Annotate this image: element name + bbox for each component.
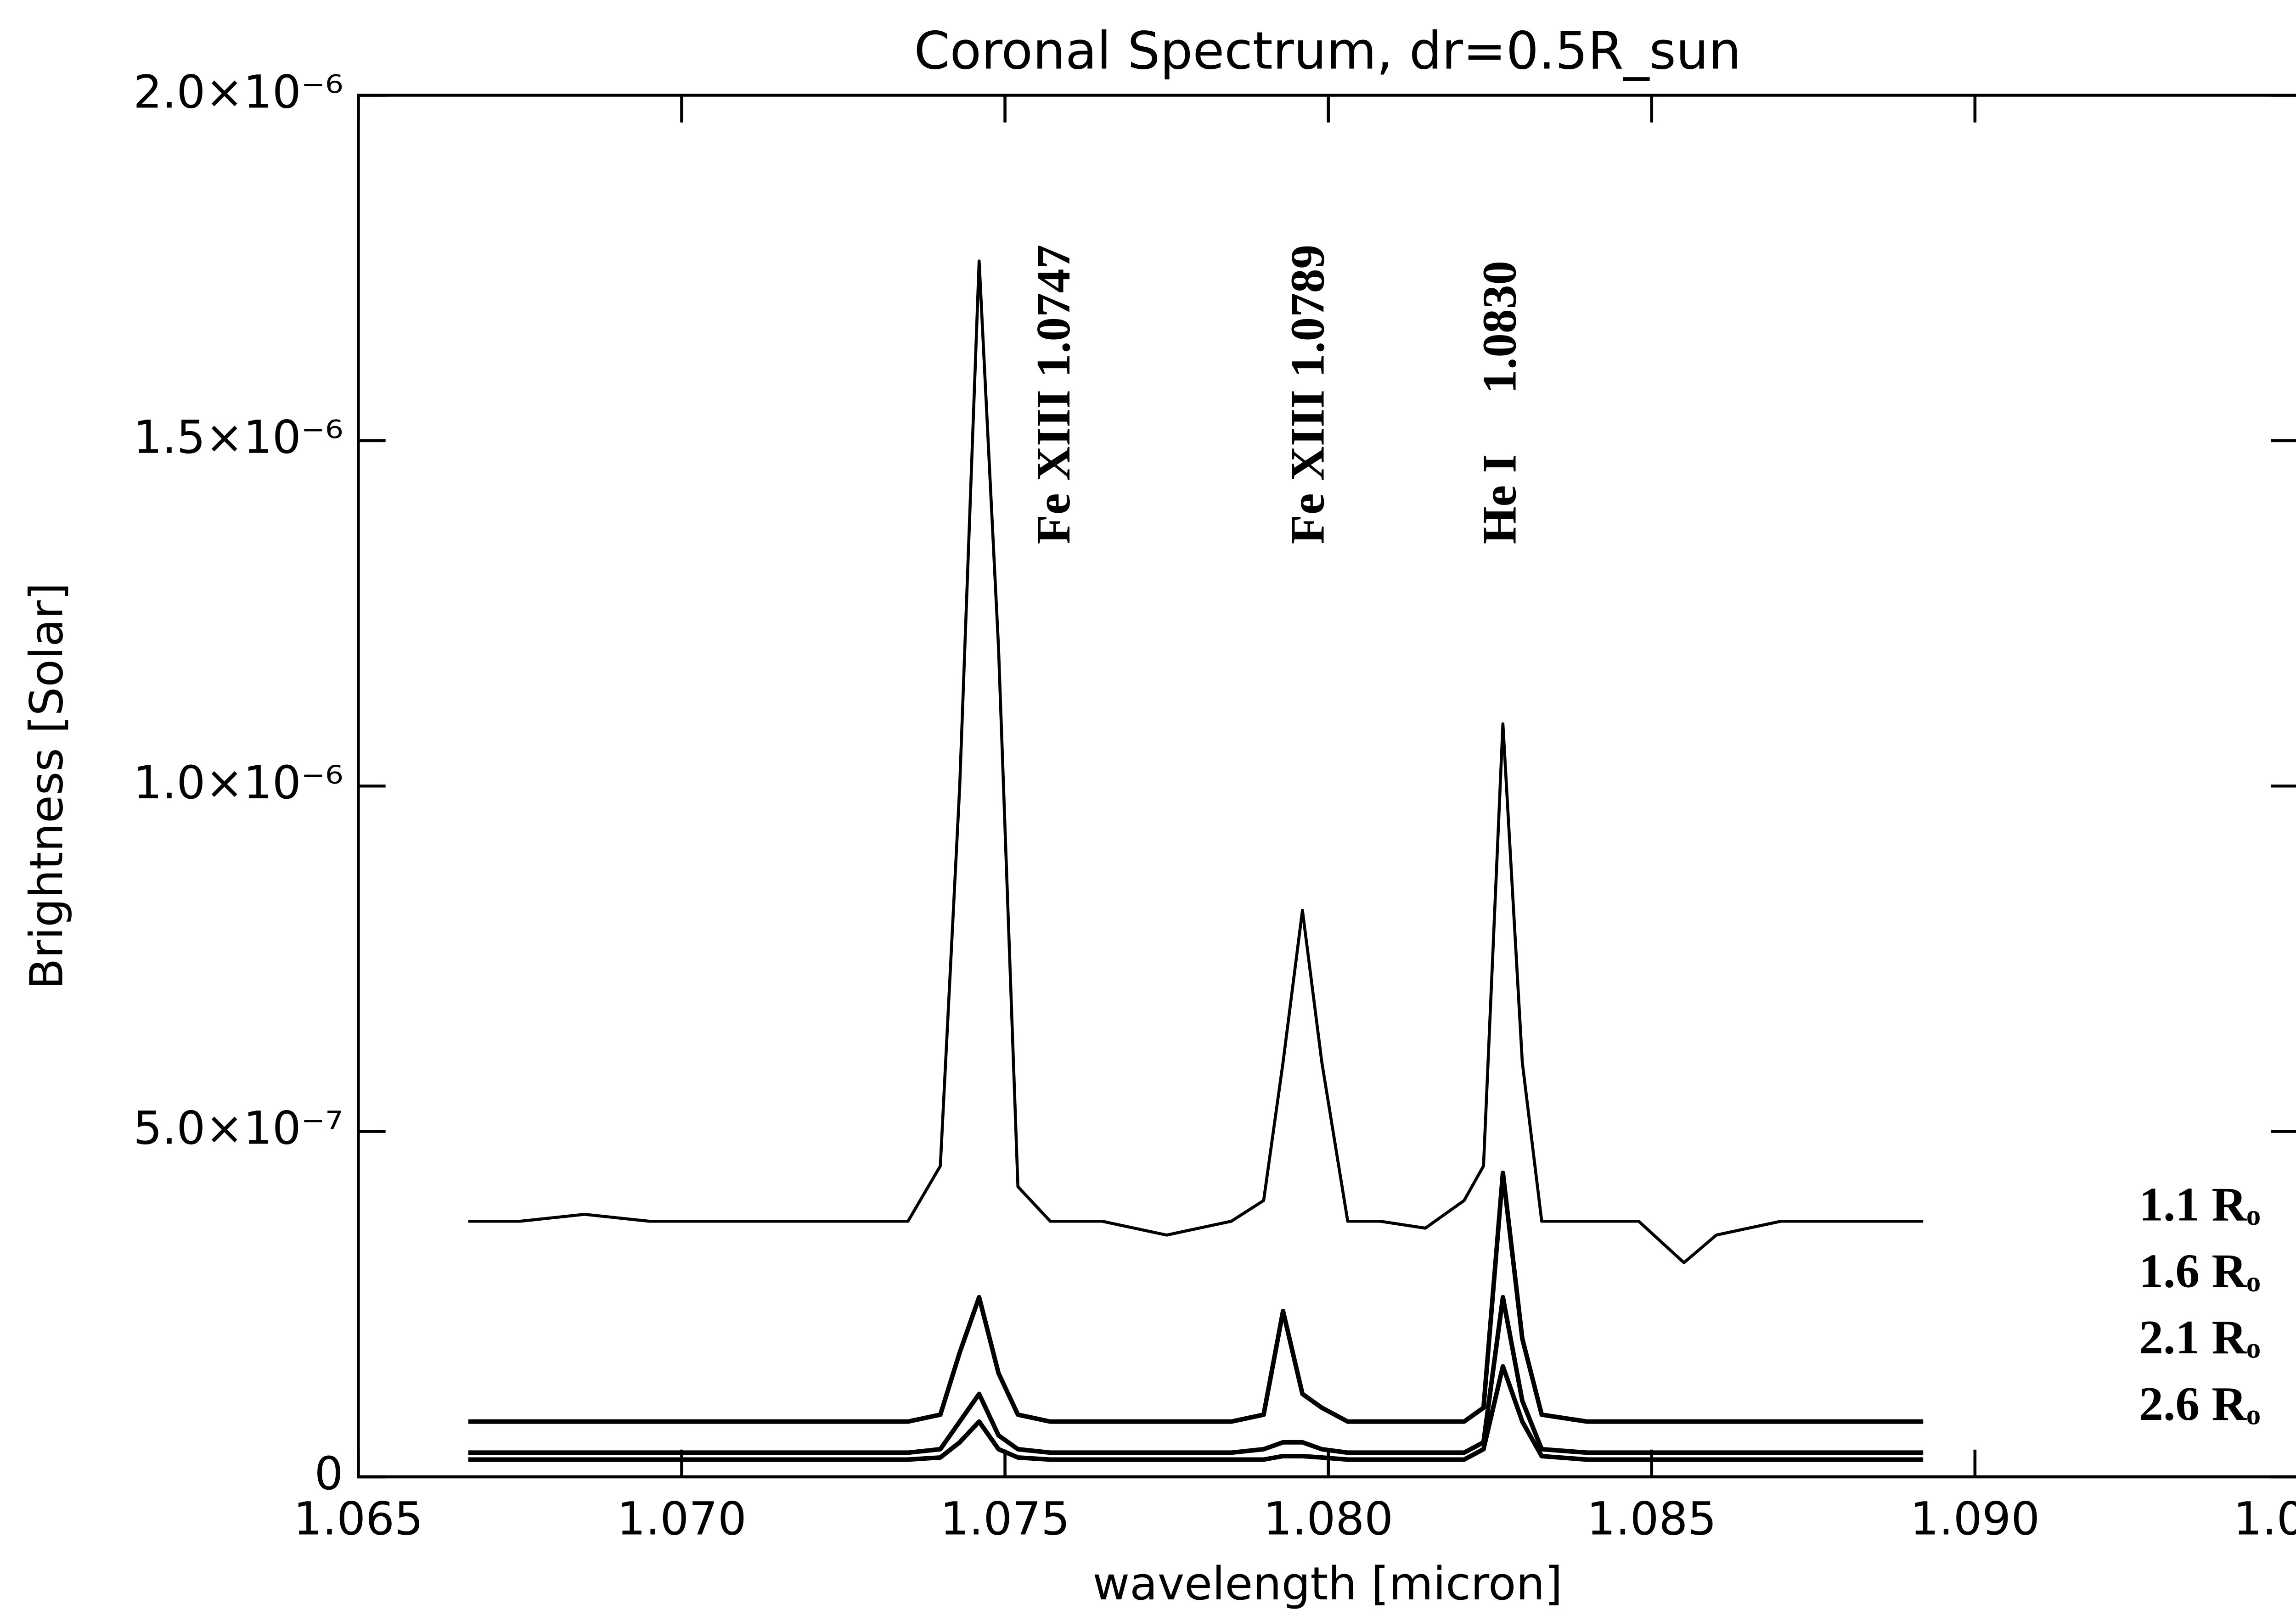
legend-label: 1.6 Rₒ: [2139, 1244, 2260, 1297]
y-tick-label: 0: [315, 1447, 343, 1500]
series-line: [468, 1364, 1924, 1462]
x-tick-label: 1.095: [2234, 1493, 2296, 1546]
x-tick-label: 1.080: [1263, 1493, 1393, 1546]
legend-label: 2.6 Rₒ: [2139, 1377, 2260, 1430]
y-tick-label: 1.5×10⁻⁶: [133, 411, 343, 464]
x-tick-label: 1.070: [617, 1493, 747, 1546]
chart-title: Coronal Spectrum, dr=0.5R_sun: [914, 21, 1741, 81]
annotation: He I 1.0830: [1472, 261, 1526, 544]
x-tick-label: 1.085: [1587, 1493, 1716, 1546]
annotation: Fe XIII 1.0747: [1026, 245, 1080, 544]
y-axis-label: Brightness [Solar]: [21, 583, 73, 989]
y-tick-label: 1.0×10⁻⁶: [133, 757, 343, 809]
series-line: [468, 1170, 1924, 1424]
x-axis-label: wavelength [micron]: [1092, 1558, 1562, 1610]
y-tick-label: 5.0×10⁻⁷: [133, 1102, 343, 1155]
series-line: [468, 259, 1924, 1264]
series-line: [468, 1295, 1924, 1455]
x-tick-label: 1.075: [940, 1493, 1070, 1546]
legend-label: 2.1 Rₒ: [2139, 1310, 2260, 1364]
annotation: Fe XIII 1.0789: [1280, 245, 1334, 544]
legend-label: 1.1 Rₒ: [2139, 1177, 2260, 1231]
y-tick-label: 2.0×10⁻⁶: [133, 66, 343, 118]
x-tick-label: 1.065: [293, 1493, 423, 1546]
x-tick-label: 1.090: [1910, 1493, 2040, 1546]
